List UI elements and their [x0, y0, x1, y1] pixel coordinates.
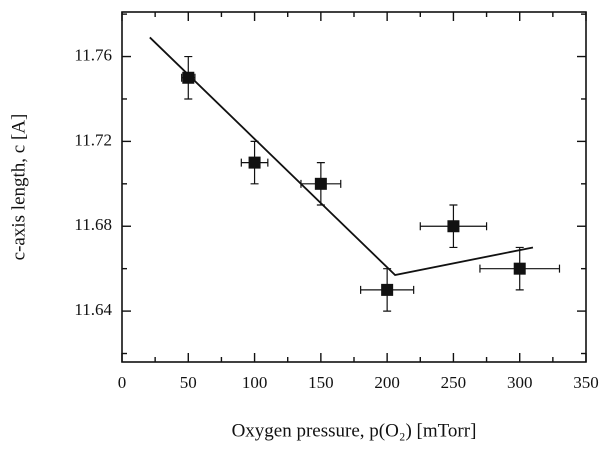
y-tick-label: 11.72 [74, 130, 112, 149]
x-tick-label: 350 [573, 373, 599, 392]
x-tick-label: 100 [242, 373, 268, 392]
marker [182, 71, 195, 84]
marker [447, 220, 460, 233]
x-tick-label: 200 [374, 373, 400, 392]
y-tick-label: 11.64 [74, 300, 112, 319]
y-axis-label: c-axis length, c [A] [8, 114, 29, 261]
x-tick-label: 300 [507, 373, 533, 392]
x-tick-label: 0 [118, 373, 127, 392]
marker [381, 283, 394, 296]
y-tick-label: 11.68 [74, 215, 112, 234]
x-axis-label: Oxygen pressure, p(O₂) [mTorr] [232, 420, 477, 441]
x-tick-label: 50 [180, 373, 197, 392]
marker [248, 156, 261, 169]
marker [314, 177, 327, 190]
y-tick-label: 11.76 [74, 45, 112, 64]
x-tick-label: 150 [308, 373, 334, 392]
marker [513, 262, 526, 275]
fit-line [149, 36, 534, 277]
x-tick-label: 250 [441, 373, 467, 392]
